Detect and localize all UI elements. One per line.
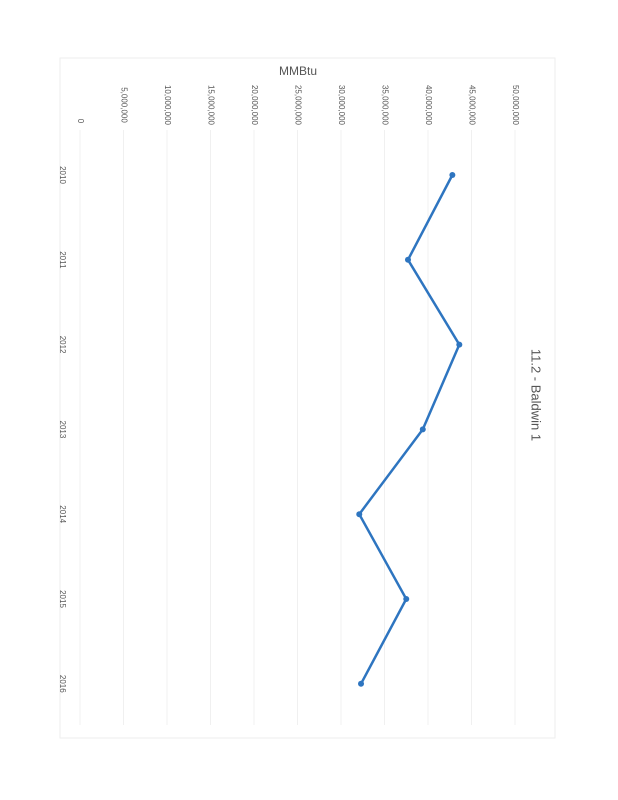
point (419, 426, 426, 433)
y-tick-label: 45,000,000 (467, 85, 476, 126)
x-tick-label: 2014 (58, 505, 67, 523)
x-tick-label: 2011 (58, 251, 67, 269)
x-tick-label: 2015 (58, 590, 67, 608)
point (403, 596, 410, 602)
point (356, 511, 363, 518)
axis-title: MMBtu (279, 64, 317, 78)
x-tick-label: 2012 (58, 336, 67, 354)
y-tick-label: 40,000,000 (424, 85, 433, 126)
y-tick-label: 20,000,000 (250, 85, 259, 126)
y-tick-label: 50,000,000 (511, 85, 520, 126)
point (358, 680, 365, 687)
y-tick-label: 15,000,000 (206, 85, 215, 126)
line (357, 174, 461, 685)
point (456, 341, 463, 348)
y-tick-label: 0 (76, 119, 85, 124)
x-tick-label: 2013 (58, 421, 67, 439)
y-tick-label: 5,000,000 (119, 87, 128, 123)
x-tick-label: 2016 (58, 675, 67, 693)
chart-title: 11.2 - Baldwin 1 (529, 349, 544, 441)
x-tick-label: 2010 (58, 166, 67, 184)
y-tick-label: 35,000,000 (380, 85, 389, 126)
y-tick-label: 25,000,000 (293, 85, 302, 126)
chart-border (59, 57, 556, 739)
y-tick-label: 10,000,000 (163, 85, 172, 126)
point (404, 256, 411, 263)
point (449, 172, 456, 178)
y-tick-label: 30,000,000 (337, 85, 346, 126)
